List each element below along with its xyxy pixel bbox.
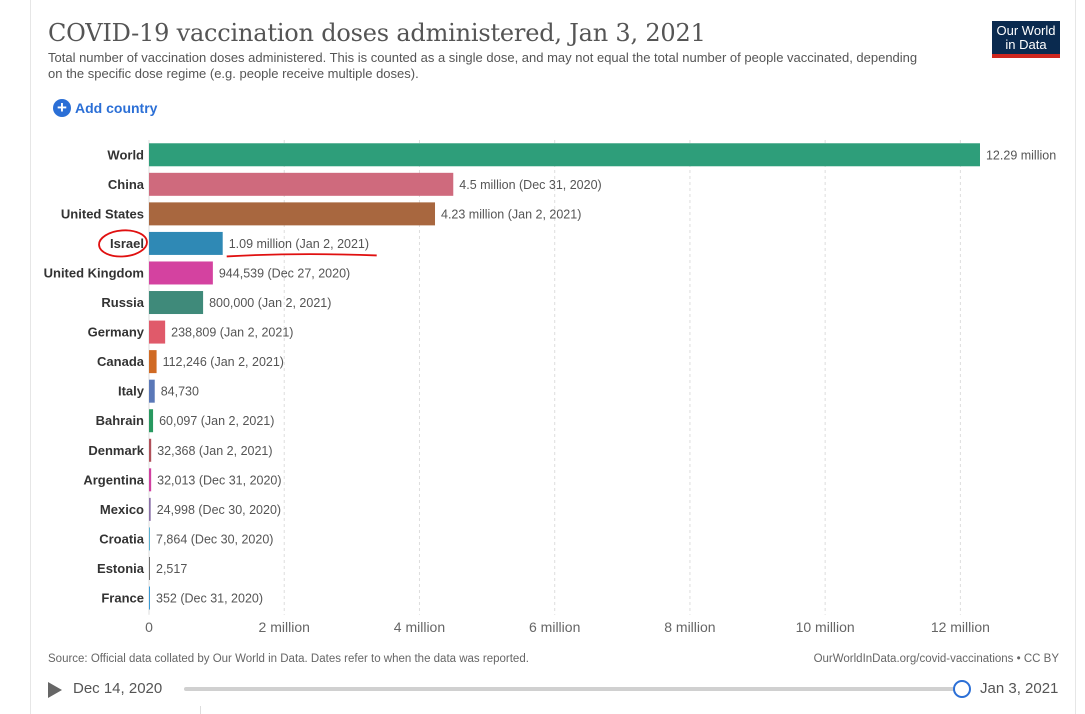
x-tick-label: 12 million: [931, 619, 990, 635]
bar-italy: [149, 379, 155, 403]
bar-mexico: [149, 497, 151, 521]
bar-argentina: [149, 468, 152, 492]
bar-united-kingdom: [149, 261, 213, 285]
x-tick-label: 4 million: [394, 619, 445, 635]
value-label-israel: 1.09 million (Jan 2, 2021): [229, 237, 369, 251]
category-label-mexico: Mexico: [100, 502, 144, 517]
value-label-russia: 800,000 (Jan 2, 2021): [209, 296, 331, 310]
value-label-croatia: 7,864 (Dec 30, 2020): [156, 532, 273, 546]
category-label-russia: Russia: [101, 295, 144, 310]
timeline-end-date: Jan 3, 2021: [980, 680, 1059, 697]
value-label-mexico: 24,998 (Dec 30, 2020): [157, 503, 281, 517]
bar-estonia: [149, 556, 150, 580]
value-label-argentina: 32,013 (Dec 31, 2020): [157, 473, 281, 487]
x-tick-label: 8 million: [664, 619, 715, 635]
x-tick-label: 10 million: [796, 619, 855, 635]
value-label-denmark: 32,368 (Jan 2, 2021): [157, 444, 272, 458]
x-tick-label: 6 million: [529, 619, 580, 635]
category-label-world: World: [107, 147, 144, 162]
bottom-divider: [200, 706, 1031, 714]
bar-israel: [149, 231, 223, 255]
source-note: Source: Official data collated by Our Wo…: [48, 653, 529, 665]
highlight-circle: [98, 229, 148, 258]
timeline-handle[interactable]: [953, 680, 971, 698]
value-label-estonia: 2,517: [156, 562, 187, 576]
value-label-united-states: 4.23 million (Jan 2, 2021): [441, 207, 581, 221]
category-label-argentina: Argentina: [83, 472, 144, 487]
category-label-united-states: United States: [61, 206, 144, 221]
timeline-start-date: Dec 14, 2020: [73, 680, 163, 697]
value-label-united-kingdom: 944,539 (Dec 27, 2020): [219, 266, 350, 280]
category-label-israel: Israel: [110, 236, 144, 251]
bar-croatia: [149, 527, 150, 551]
category-label-germany: Germany: [88, 325, 145, 340]
value-label-world: 12.29 million: [986, 148, 1056, 162]
category-label-denmark: Denmark: [88, 443, 144, 458]
play-icon[interactable]: [48, 682, 62, 698]
source-link[interactable]: OurWorldInData.org/covid-vaccinations • …: [813, 653, 1059, 665]
highlight-underline: [226, 253, 377, 258]
category-label-bahrain: Bahrain: [96, 413, 144, 428]
x-tick-label: 0: [145, 619, 153, 635]
category-label-france: France: [101, 591, 144, 606]
chart-frame: [30, 0, 1076, 714]
category-label-china: China: [108, 177, 145, 192]
bar-denmark: [149, 438, 152, 462]
logo-line-1: Our World: [996, 23, 1056, 38]
bar-bahrain: [149, 409, 154, 433]
add-country-button[interactable]: + Add country: [53, 99, 157, 117]
timeline-track[interactable]: [184, 687, 962, 691]
bar-russia: [149, 291, 204, 315]
category-label-united-kingdom: United Kingdom: [44, 265, 144, 280]
owid-logo[interactable]: Our World in Data: [992, 21, 1060, 58]
category-label-canada: Canada: [97, 354, 145, 369]
bar-france: [149, 586, 150, 610]
value-label-canada: 112,246 (Jan 2, 2021): [163, 355, 284, 369]
category-label-italy: Italy: [118, 384, 145, 399]
timeline: Dec 14, 2020 Jan 3, 2021: [48, 680, 1068, 700]
value-label-germany: 238,809 (Jan 2, 2021): [171, 326, 293, 340]
value-label-china: 4.5 million (Dec 31, 2020): [459, 178, 601, 192]
value-label-france: 352 (Dec 31, 2020): [156, 592, 263, 606]
category-label-estonia: Estonia: [97, 561, 145, 576]
chart-title: COVID-19 vaccination doses administered,…: [48, 19, 706, 47]
plus-circle-icon: +: [53, 99, 71, 117]
bar-united-states: [149, 202, 436, 226]
bar-canada: [149, 350, 157, 374]
category-label-croatia: Croatia: [99, 531, 145, 546]
value-label-italy: 84,730: [161, 385, 199, 399]
bar-china: [149, 172, 454, 196]
bar-world: [149, 143, 980, 167]
x-tick-label: 2 million: [259, 619, 310, 635]
bar-germany: [149, 320, 166, 344]
logo-line-2: in Data: [1005, 37, 1047, 52]
add-country-label: Add country: [75, 100, 158, 116]
value-label-bahrain: 60,097 (Jan 2, 2021): [159, 414, 274, 428]
chart-subtitle: Total number of vaccination doses admini…: [48, 50, 918, 81]
